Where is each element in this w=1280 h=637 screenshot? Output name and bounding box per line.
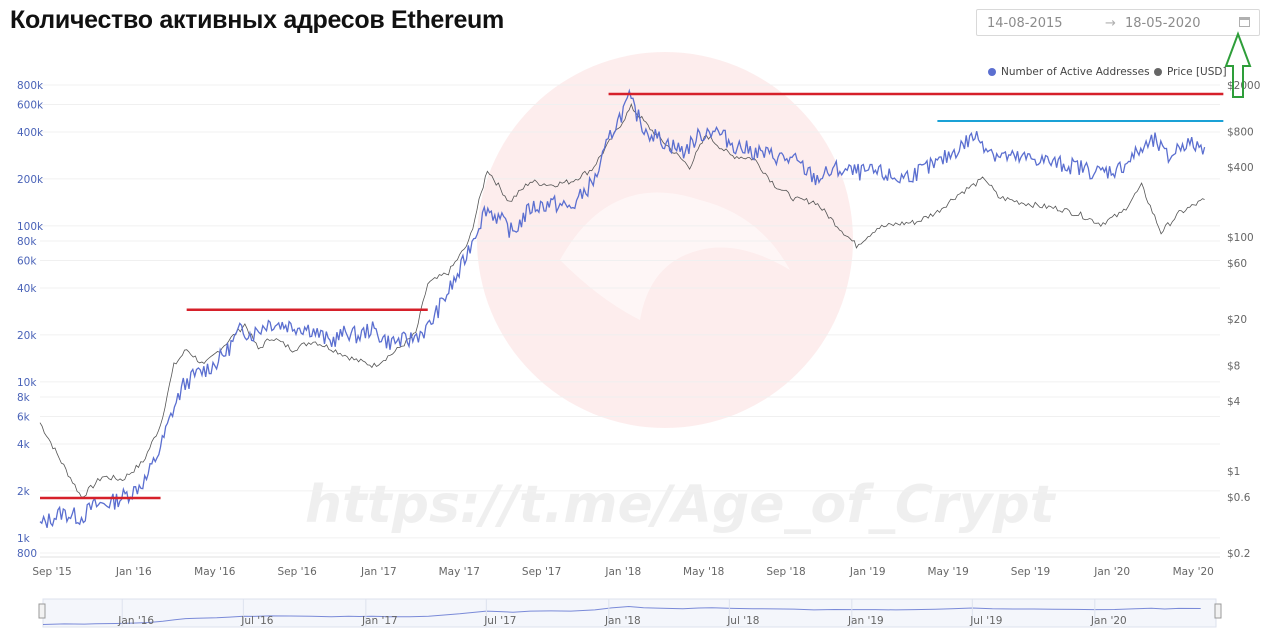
x-tick-label: Sep '16 <box>277 566 317 578</box>
x-tick-label: Jan '20 <box>1093 566 1130 578</box>
y-left-tick-label: 400k <box>17 127 44 139</box>
y-right-tick-label: $4 <box>1227 396 1241 408</box>
x-tick-label: May '16 <box>194 566 236 578</box>
navigator-tick-label: Jan '17 <box>361 615 398 627</box>
navigator-tick-label: Jul '17 <box>483 615 516 627</box>
y-axis-right: $0.2$0.6$1$4$8$20$60$100$400$800$2000 <box>1227 80 1260 560</box>
calendar-icon[interactable] <box>1239 17 1250 27</box>
legend-dot-addresses <box>988 68 996 76</box>
y-left-tick-label: 2k <box>17 486 31 498</box>
navigator-track <box>42 598 1217 628</box>
y-left-tick-label: 6k <box>17 411 31 423</box>
y-left-tick-label: 60k <box>17 255 37 267</box>
y-left-tick-label: 600k <box>17 99 44 111</box>
x-tick-label: Jan '17 <box>360 566 397 578</box>
x-tick-label: Sep '19 <box>1011 566 1050 578</box>
y-right-tick-label: $20 <box>1227 314 1247 326</box>
y-left-tick-label: 200k <box>17 174 44 186</box>
y-left-tick-label: 40k <box>17 283 37 295</box>
legend-label-addresses: Number of Active Addresses <box>1001 66 1150 78</box>
range-navigator[interactable]: Jan '16 Jul '16 Jan '17 Jul '17 Jan '18 Jul '… <box>38 598 1222 628</box>
navigator-tick-label: Jul '19 <box>969 615 1002 627</box>
x-tick-label: Jan '18 <box>604 566 641 578</box>
y-right-tick-label: $0.6 <box>1227 492 1251 504</box>
y-right-tick-label: $8 <box>1227 361 1240 373</box>
y-left-tick-label: 80k <box>17 236 37 248</box>
y-left-tick-label: 800k <box>17 80 44 92</box>
legend-item-addresses[interactable]: Number of Active Addresses <box>988 66 1150 78</box>
y-left-tick-label: 10k <box>17 377 37 389</box>
green-arrow-icon <box>1224 31 1252 98</box>
y-right-tick-label: $400 <box>1227 162 1254 174</box>
y-left-tick-label: 1k <box>17 533 31 545</box>
navigator-handle-left <box>38 603 46 619</box>
x-axis: Sep '15 Jan '16 May '16 Sep '16 Jan '17 May '… <box>32 566 1213 578</box>
series-line-addresses <box>39 88 1206 528</box>
x-tick-label: May '20 <box>1173 566 1214 578</box>
y-left-tick-label: 20k <box>17 330 37 342</box>
y-right-tick-label: $1 <box>1227 466 1240 478</box>
x-tick-label: May '17 <box>439 566 480 578</box>
page-title: Количество активных адресов Ethereum <box>10 6 504 34</box>
navigator-series <box>42 605 1201 625</box>
series-line-price <box>39 102 1205 498</box>
watermark-logo <box>477 52 853 428</box>
watermark-text: https://t.me/Age_of_Crypt <box>305 475 1057 535</box>
y-right-tick-label: $0.2 <box>1227 548 1250 560</box>
x-tick-label: Sep '18 <box>766 566 805 578</box>
y-right-tick-label: $800 <box>1227 127 1254 139</box>
navigator-tick-label: Jan '16 <box>117 615 154 627</box>
end-date-input[interactable]: 18-05-2020 <box>1125 16 1201 31</box>
x-tick-label: Sep '17 <box>522 566 561 578</box>
x-tick-label: May '18 <box>683 566 724 578</box>
legend-label-price: Price [USD] <box>1167 66 1227 78</box>
x-tick-label: Sep '15 <box>32 566 71 578</box>
legend-item-price[interactable]: Price [USD] <box>1154 66 1227 78</box>
navigator-tick-label: Jul '18 <box>726 615 759 627</box>
level-lines <box>40 92 1224 500</box>
legend-dot-price <box>1154 68 1162 76</box>
navigator-tick-label: Jan '20 <box>1090 615 1127 627</box>
start-date-input[interactable]: 14-08-2015 <box>987 16 1063 31</box>
navigator-tick-label: Jul '16 <box>240 615 274 627</box>
y-left-tick-label: 8k <box>17 392 31 404</box>
navigator-tick-label: Jan '19 <box>847 615 884 627</box>
grid <box>40 84 1220 558</box>
y-right-tick-label: $60 <box>1227 258 1247 270</box>
navigator-tick-label: Jan '18 <box>604 615 641 627</box>
y-right-tick-label: $100 <box>1227 232 1254 244</box>
y-left-tick-label: 4k <box>17 439 31 451</box>
navigator-handle-right <box>1214 603 1222 619</box>
date-range-picker[interactable]: 14-08-2015 → 18-05-2020 <box>976 9 1260 36</box>
date-range-arrow: → <box>1105 16 1116 31</box>
series-group <box>39 88 1206 528</box>
x-tick-label: Jan '16 <box>115 566 152 578</box>
x-tick-label: Jan '19 <box>849 566 886 578</box>
x-tick-label: May '19 <box>927 566 968 578</box>
y-left-tick-label: 100k <box>17 221 44 233</box>
y-left-tick-label: 800 <box>17 548 37 560</box>
y-axis-left: 800 1k 2k 4k 6k 8k 10k 20k 40k 60k 80k 100k 200k 400k… <box>17 80 44 560</box>
